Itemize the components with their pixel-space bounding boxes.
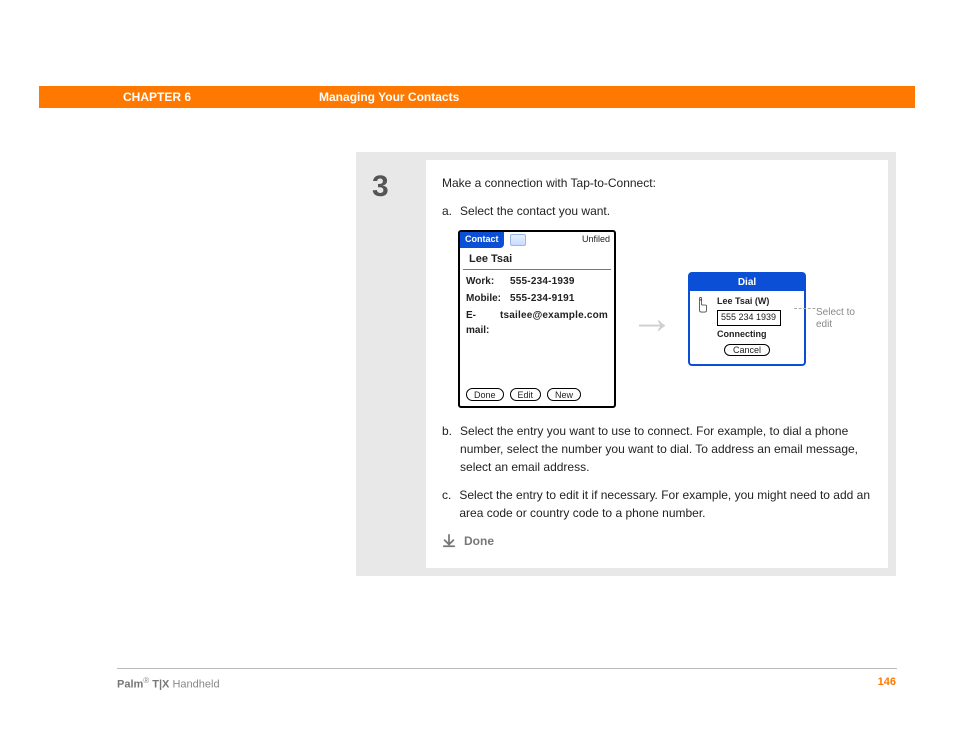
dial-cancel-button[interactable]: Cancel xyxy=(724,344,770,356)
footer-brand-model: T|X xyxy=(149,679,169,691)
done-row: Done xyxy=(442,532,872,550)
contact-name: Lee Tsai xyxy=(463,248,611,270)
contact-row-work-label: Work: xyxy=(466,274,506,289)
footer-brand: Palm® T|X Handheld xyxy=(117,676,220,691)
substep-a-text: Select the contact you want. xyxy=(460,202,872,220)
substep-a: a. Select the contact you want. xyxy=(442,202,872,220)
contact-row-work-value: 555-234-1939 xyxy=(510,274,608,289)
dial-annotation: Select to edit xyxy=(816,307,866,331)
contact-row-email[interactable]: E-mail: tsailee@example.com xyxy=(466,308,608,338)
substep-b-letter: b. xyxy=(442,422,452,476)
dial-status: Connecting xyxy=(717,328,798,342)
dial-wrap: Dial Lee Tsai (W) 555 234 1939 Connectin… xyxy=(688,272,866,366)
contact-header-tab[interactable]: Contact xyxy=(460,232,504,248)
step-inner: 3 Make a connection with Tap-to-Connect:… xyxy=(364,160,888,568)
contact-row-email-label: E-mail: xyxy=(466,308,496,338)
contact-footer: Done Edit New xyxy=(460,384,614,406)
footer-brand-tail: Handheld xyxy=(169,679,219,691)
contact-blank-area xyxy=(466,340,608,382)
contact-new-button[interactable]: New xyxy=(547,388,581,401)
done-label: Done xyxy=(464,532,494,550)
contact-card-header: Contact Unfiled xyxy=(460,232,614,248)
substep-a-letter: a. xyxy=(442,202,452,220)
substep-c-letter: c. xyxy=(442,486,451,522)
contact-row-work[interactable]: Work: 555-234-1939 xyxy=(466,274,608,289)
done-arrow-icon xyxy=(442,534,456,548)
contact-row-email-value: tsailee@example.com xyxy=(500,308,608,338)
phone-icon xyxy=(696,295,712,315)
footer-rule xyxy=(117,668,897,669)
contact-row-mobile-value: 555-234-9191 xyxy=(510,291,608,306)
dial-number-field[interactable]: 555 234 1939 xyxy=(717,310,781,326)
substep-b: b. Select the entry you want to use to c… xyxy=(442,422,872,476)
contact-card: Contact Unfiled Lee Tsai Work: 555-234-1… xyxy=(458,230,616,408)
contact-row-mobile[interactable]: Mobile: 555-234-9191 xyxy=(466,291,608,306)
contact-row-mobile-label: Mobile: xyxy=(466,291,506,306)
screenshot-row: Contact Unfiled Lee Tsai Work: 555-234-1… xyxy=(458,230,872,408)
contact-header-icon[interactable] xyxy=(510,234,526,246)
contact-edit-button[interactable]: Edit xyxy=(510,388,542,401)
substep-b-text: Select the entry you want to use to conn… xyxy=(460,422,872,476)
contact-rows: Work: 555-234-1939 Mobile: 555-234-9191 … xyxy=(460,270,614,384)
footer-brand-bold: Palm xyxy=(117,679,143,691)
substep-c-text: Select the entry to edit it if necessary… xyxy=(459,486,872,522)
contact-category[interactable]: Unfiled xyxy=(582,233,610,247)
footer-page-number: 146 xyxy=(878,676,896,688)
dial-body: Lee Tsai (W) 555 234 1939 Connecting Can… xyxy=(690,291,804,364)
dial-card: Dial Lee Tsai (W) 555 234 1939 Connectin… xyxy=(688,272,806,366)
contact-done-button[interactable]: Done xyxy=(466,388,504,401)
step-panel: 3 Make a connection with Tap-to-Connect:… xyxy=(356,152,896,576)
chapter-label: CHAPTER 6 xyxy=(123,90,191,104)
step-intro: Make a connection with Tap-to-Connect: xyxy=(442,174,872,192)
dial-header: Dial xyxy=(690,274,804,291)
chapter-bar: CHAPTER 6 Managing Your Contacts xyxy=(39,86,915,108)
chapter-title: Managing Your Contacts xyxy=(319,90,459,104)
substep-c: c. Select the entry to edit it if necess… xyxy=(442,486,872,522)
step-number: 3 xyxy=(364,160,426,568)
step-content: Make a connection with Tap-to-Connect: a… xyxy=(426,160,888,568)
dial-name: Lee Tsai (W) xyxy=(717,295,798,309)
arrow-icon: → xyxy=(630,297,674,341)
annotation-connector xyxy=(794,308,820,309)
